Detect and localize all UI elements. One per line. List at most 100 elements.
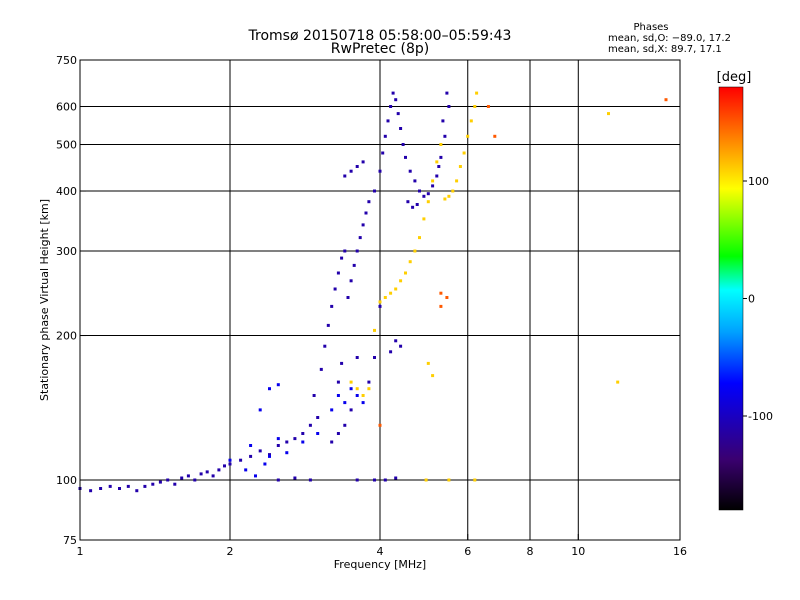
data-point	[473, 478, 477, 482]
data-point	[205, 470, 209, 474]
data-point	[426, 192, 430, 196]
data-point	[340, 256, 344, 260]
y-tick-label: 100	[56, 474, 77, 487]
data-point	[367, 387, 371, 391]
data-point	[308, 423, 312, 427]
data-point	[466, 134, 470, 138]
data-point	[413, 179, 417, 183]
data-point	[373, 356, 376, 359]
data-point	[330, 304, 334, 308]
data-point	[383, 478, 387, 482]
data-point	[469, 119, 473, 123]
data-point	[437, 165, 441, 168]
data-point	[373, 189, 376, 193]
data-point	[408, 169, 412, 173]
data-point	[258, 449, 262, 453]
data-point	[664, 98, 668, 102]
grid-lines	[80, 60, 680, 540]
data-point	[336, 380, 340, 384]
data-point	[319, 367, 323, 371]
data-point	[285, 451, 289, 455]
colorbar	[718, 86, 744, 511]
data-point	[441, 119, 445, 123]
data-point	[439, 143, 443, 146]
data-point	[254, 474, 257, 478]
data-point	[118, 487, 121, 490]
data-points	[78, 91, 668, 493]
x-tick-label: 2	[227, 545, 234, 558]
data-point	[399, 344, 403, 348]
x-tick-label: 16	[673, 545, 687, 558]
data-point	[358, 236, 362, 240]
data-point	[422, 194, 426, 198]
data-point	[312, 394, 316, 397]
data-point	[228, 458, 232, 462]
data-point	[439, 291, 443, 295]
data-point	[330, 440, 334, 444]
x-tick-label: 6	[464, 545, 471, 558]
data-point	[435, 174, 439, 178]
data-point	[451, 189, 455, 193]
data-point	[217, 468, 221, 472]
data-point	[333, 287, 337, 291]
data-point	[418, 236, 421, 240]
data-point	[276, 444, 280, 447]
data-point	[404, 271, 407, 275]
data-point	[186, 474, 190, 478]
data-point	[223, 464, 226, 468]
data-point	[126, 484, 130, 488]
phases-x-mode-stats: mean, sd,X: 89.7, 17.1	[608, 44, 722, 55]
data-point	[316, 432, 320, 435]
data-point	[244, 468, 248, 472]
data-point	[99, 487, 103, 490]
data-point	[336, 394, 340, 397]
y-tick-label: 300	[56, 245, 77, 258]
data-point	[293, 476, 297, 480]
data-point	[355, 387, 359, 391]
data-point	[443, 197, 447, 201]
data-point	[361, 160, 365, 164]
data-point	[367, 200, 371, 204]
data-point	[607, 112, 610, 116]
data-point	[378, 304, 382, 308]
data-point	[355, 249, 359, 253]
data-point	[263, 462, 267, 466]
data-point	[166, 478, 170, 482]
data-point	[462, 151, 466, 155]
data-point	[228, 462, 232, 466]
data-point	[349, 387, 353, 391]
data-point	[268, 453, 271, 457]
data-point	[445, 296, 449, 299]
data-point	[180, 476, 184, 480]
data-point	[276, 383, 280, 387]
data-point	[361, 394, 365, 397]
data-point	[418, 189, 421, 193]
data-point	[422, 217, 426, 221]
data-point	[361, 401, 365, 405]
data-point	[404, 155, 407, 159]
phases-heading: Phases	[633, 22, 669, 33]
data-point	[352, 263, 356, 267]
colorbar-tick-label: 100	[748, 175, 769, 188]
data-point	[458, 165, 462, 168]
data-point	[394, 339, 398, 343]
data-point	[406, 200, 410, 204]
data-point	[378, 169, 382, 173]
data-point	[383, 134, 387, 138]
data-point	[349, 279, 353, 283]
data-point	[355, 356, 359, 359]
data-point	[293, 437, 297, 441]
x-axis-title: Frequency [MHz]	[334, 558, 426, 571]
data-point	[389, 291, 393, 295]
data-point	[373, 328, 376, 332]
data-point	[435, 160, 439, 164]
data-point	[249, 444, 253, 447]
data-point	[364, 211, 368, 215]
data-point	[89, 489, 93, 493]
x-tick-label: 8	[527, 545, 534, 558]
data-point	[173, 482, 177, 486]
data-point	[426, 361, 430, 365]
data-point	[343, 174, 347, 178]
data-point	[349, 408, 353, 412]
data-point	[378, 300, 382, 304]
